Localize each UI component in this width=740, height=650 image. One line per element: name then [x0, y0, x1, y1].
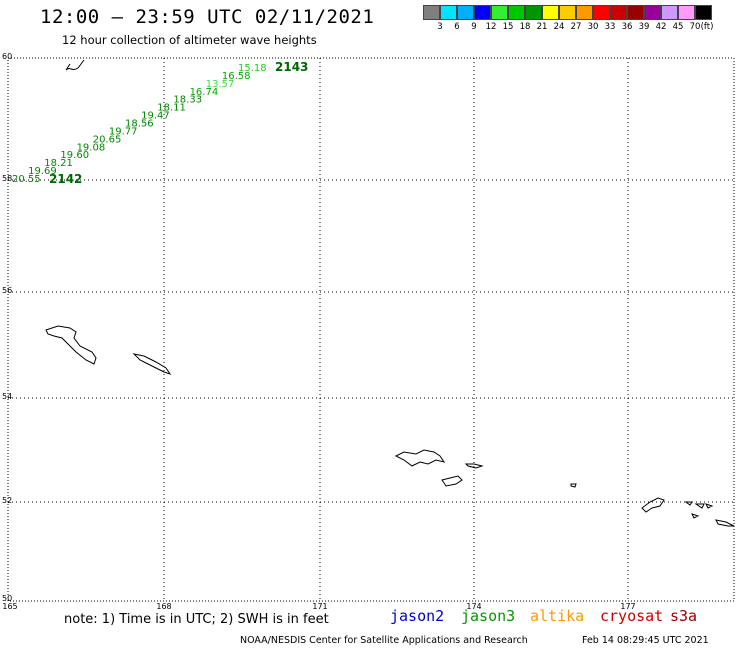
color-scale-tick-label: 42: [655, 22, 667, 32]
color-swatch: [593, 5, 610, 20]
color-swatch: [644, 5, 661, 20]
wave-height-label: 19.47: [141, 111, 170, 122]
color-scale-tick-label: 36: [621, 22, 633, 32]
color-swatch: [610, 5, 627, 20]
color-scale-tick-label: 9: [471, 22, 477, 32]
wave-height-label: 20.55: [12, 174, 41, 185]
wave-height-label: 16.74: [190, 87, 219, 98]
color-swatch: [525, 5, 542, 20]
wave-height-label: 16.58: [222, 71, 251, 82]
map-title: 12:00 – 23:59 UTC 02/11/2021: [40, 6, 375, 28]
satellite-name-altika: altika: [530, 607, 585, 625]
track-end-time-label: 2143: [275, 60, 308, 74]
color-swatch: [423, 5, 440, 20]
color-scale-tick-label: 18: [519, 22, 531, 32]
color-swatch: [559, 5, 576, 20]
longitude-label: 168: [156, 602, 172, 611]
color-scale-tick-label: 3: [437, 22, 443, 32]
color-scale-tick-label: (ft): [700, 22, 714, 32]
color-swatch: [627, 5, 644, 20]
wave-height-label: 18.11: [157, 103, 186, 114]
longitude-label: 177: [620, 602, 636, 611]
color-swatch: [695, 5, 712, 20]
credit-text: NOAA/NESDIS Center for Satellite Applica…: [240, 635, 528, 646]
islets-east: [684, 501, 714, 519]
color-scale-tick-label: 33: [604, 22, 616, 32]
altimeter-track: 20.5519.6918.2119.6019.0820.6519.7718.56…: [12, 60, 308, 186]
latitude-label: 50: [2, 594, 13, 603]
wave-height-label: 18.21: [44, 158, 73, 169]
color-swatch: [661, 5, 678, 20]
longitude-label: 171: [312, 602, 328, 611]
wave-height-label: 20.65: [93, 134, 122, 145]
wave-height-label: 13.57: [206, 79, 235, 90]
coastlines: [45, 59, 735, 527]
wave-height-label: 15.18: [238, 63, 267, 74]
color-swatch: [491, 5, 508, 20]
island-unimak-area: [394, 449, 446, 467]
islet-3: [570, 483, 577, 488]
latitude-label: 56: [2, 286, 13, 295]
color-swatch: [678, 5, 695, 20]
wave-height-label: 19.77: [109, 126, 138, 137]
color-swatch: [440, 5, 457, 20]
wave-height-label: 19.60: [60, 150, 89, 161]
wave-height-label: 18.56: [125, 119, 154, 130]
color-scale-tick-label: 39: [638, 22, 650, 32]
islet-2: [441, 475, 463, 487]
color-swatch: [542, 5, 559, 20]
island-st-matthew: [45, 325, 97, 365]
footer-note: note: 1) Time is in UTC; 2) SWH is in fe…: [64, 612, 329, 627]
map-frame: [7, 57, 735, 602]
generated-timestamp: Feb 14 08:29:45 UTC 2021: [582, 635, 709, 646]
satellite-name-jason2: jason2: [390, 607, 445, 625]
color-scale-tick-label: 70: [689, 22, 701, 32]
color-scale-tick-label: 24: [553, 22, 565, 32]
wave-height-label: 19.69: [28, 166, 57, 177]
color-swatch: [457, 5, 474, 20]
color-scale-swatches: [423, 5, 712, 20]
color-scale-tick-label: 21: [536, 22, 548, 32]
island-hall: [132, 353, 172, 375]
color-scale-tick-label: 45: [672, 22, 684, 32]
color-scale-ticks: 3 6 9 12 15 18 21 24 27 30 33 36 39 42 45 70 (ft): [423, 20, 714, 34]
longitude-label: 165: [2, 602, 18, 611]
islet-1: [464, 463, 484, 469]
wave-height-color-scale: 3 6 9 12 15 18 21 24 27 30 33 36 39 42 45 70 (ft): [423, 5, 714, 34]
latitude-label: 58: [2, 174, 13, 183]
color-scale-tick-label: 27: [570, 22, 582, 32]
satellite-name-cryosat: cryosat: [600, 607, 664, 625]
wave-height-label: 19.08: [77, 142, 106, 153]
graticule: [8, 58, 734, 601]
color-scale-tick-label: 12: [485, 22, 497, 32]
color-scale-tick-label: 6: [454, 22, 460, 32]
color-swatch: [576, 5, 593, 20]
island-far-east: [715, 519, 735, 527]
color-scale-tick-label: 30: [587, 22, 599, 32]
satellite-name-jason3: jason3: [461, 607, 516, 625]
map-subtitle: 12 hour collection of altimeter wave hei…: [62, 33, 317, 47]
satellite-name-s3a: s3a: [670, 607, 698, 625]
color-scale-tick-label: 15: [502, 22, 514, 32]
latitude-label: 54: [2, 392, 13, 401]
color-swatch: [474, 5, 491, 20]
latitude-label: 60: [2, 52, 13, 61]
coast-alaska-fragment: [65, 59, 85, 71]
latitude-label: 52: [2, 496, 13, 505]
color-swatch: [508, 5, 525, 20]
wave-height-label: 18.33: [173, 95, 202, 106]
longitude-label: 174: [466, 602, 482, 611]
island-group-east: [641, 497, 665, 513]
track-start-time-label: 2142: [49, 172, 82, 186]
